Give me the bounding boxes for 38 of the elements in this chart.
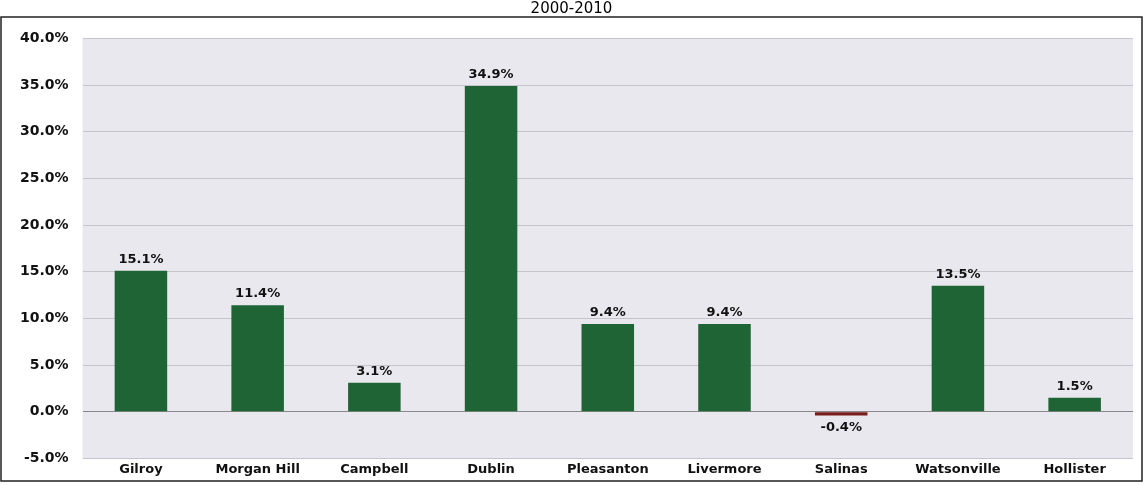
- bar: [231, 305, 284, 412]
- x-tick-label: Salinas: [814, 460, 868, 476]
- data-label: -0.4%: [820, 419, 862, 435]
- y-tick-label: 5.0%: [29, 355, 69, 372]
- x-tick-label: Morgan Hill: [215, 460, 300, 476]
- x-tick-label: Livermore: [687, 460, 762, 476]
- y-tick-label: 0.0%: [29, 402, 69, 419]
- data-label: 15.1%: [118, 250, 164, 266]
- x-tick-label: Dublin: [467, 460, 515, 476]
- bar: [348, 382, 401, 412]
- y-tick-label: 30.0%: [19, 122, 69, 139]
- data-label: 1.5%: [1056, 377, 1093, 393]
- data-label: 9.4%: [589, 303, 626, 319]
- y-tick-label: 40.0%: [19, 29, 69, 46]
- y-tick-label: 35.0%: [19, 75, 69, 92]
- bar: [698, 324, 751, 412]
- bar: [464, 86, 518, 412]
- x-tick-label: Gilroy: [119, 460, 164, 476]
- y-tick-label: -5.0%: [23, 449, 69, 466]
- y-tick-label: 20.0%: [19, 215, 69, 232]
- data-label: 3.1%: [356, 362, 393, 378]
- data-label: 11.4%: [235, 285, 281, 301]
- x-tick-label: Hollister: [1043, 460, 1107, 476]
- bar: [581, 324, 635, 412]
- data-label: 13.5%: [935, 265, 981, 281]
- bar: [814, 412, 868, 416]
- y-tick-label: 15.0%: [19, 262, 69, 279]
- x-tick-label: Watsonville: [915, 460, 1001, 476]
- y-tick-label: 25.0%: [19, 169, 69, 186]
- bar: [931, 285, 985, 412]
- data-label: 9.4%: [706, 303, 743, 319]
- x-tick-label: Campbell: [340, 460, 409, 476]
- x-tick-label: Pleasanton: [566, 460, 649, 476]
- chart-title: 2000-2010: [529, 0, 614, 17]
- y-tick-label: 10.0%: [19, 309, 69, 326]
- bar: [1048, 397, 1101, 412]
- bar: [114, 270, 168, 412]
- data-label: 34.9%: [468, 65, 514, 81]
